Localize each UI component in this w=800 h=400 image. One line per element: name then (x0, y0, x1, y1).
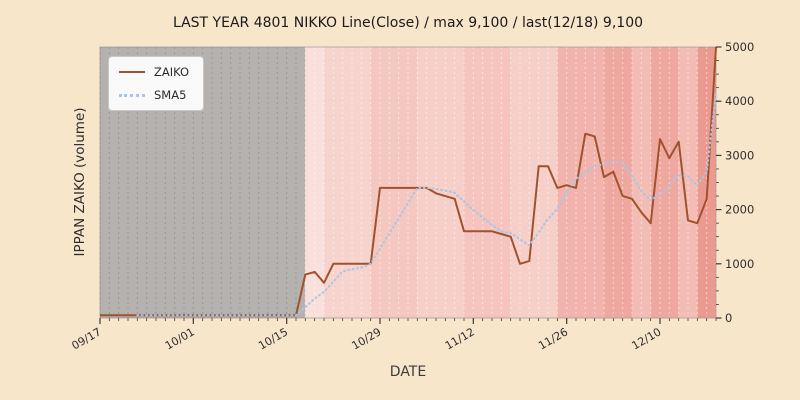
y-tick-labels: 0 1000 2000 3000 4000 5000 (725, 40, 754, 325)
legend-item-sma5: SMA5 (119, 88, 189, 102)
background-bands (100, 47, 716, 318)
x-tick-label: 09/17 (70, 325, 104, 352)
legend-label-zaiko: ZAIKO (154, 65, 190, 79)
x-tick-label: 10/29 (350, 325, 384, 352)
y-axis-label: IPPAN ZAIKO (volume) (72, 107, 88, 257)
x-tick-label: 10/01 (163, 325, 197, 352)
x-tick-labels: 09/17 10/01 10/15 10/29 11/12 11/26 12/10 (70, 325, 664, 352)
x-tick-label: 12/10 (630, 325, 664, 352)
y-tick-label: 2000 (725, 203, 754, 217)
sma5-line-swatch (119, 93, 145, 97)
y-tick-label: 5000 (725, 40, 754, 54)
chart-title: LAST YEAR 4801 NIKKO Line(Close) / max 9… (172, 15, 644, 31)
legend-label-sma5: SMA5 (154, 88, 187, 102)
x-axis-ticks (99, 318, 717, 324)
y-tick-label: 1000 (725, 257, 754, 271)
legend-item-zaiko: ZAIKO (119, 65, 189, 79)
x-tick-label: 11/26 (536, 325, 570, 352)
y-tick-label: 0 (725, 311, 732, 325)
x-tick-label: 10/15 (256, 325, 290, 352)
y-tick-label: 3000 (725, 148, 754, 162)
x-axis-label: DATE (389, 364, 427, 380)
x-tick-label: 11/12 (443, 325, 477, 352)
legend: ZAIKO SMA5 (108, 56, 205, 111)
zaiko-line-swatch (119, 71, 145, 73)
y-tick-label: 4000 (725, 94, 754, 108)
y-axis-ticks (716, 46, 722, 319)
sma5-line (136, 92, 717, 317)
